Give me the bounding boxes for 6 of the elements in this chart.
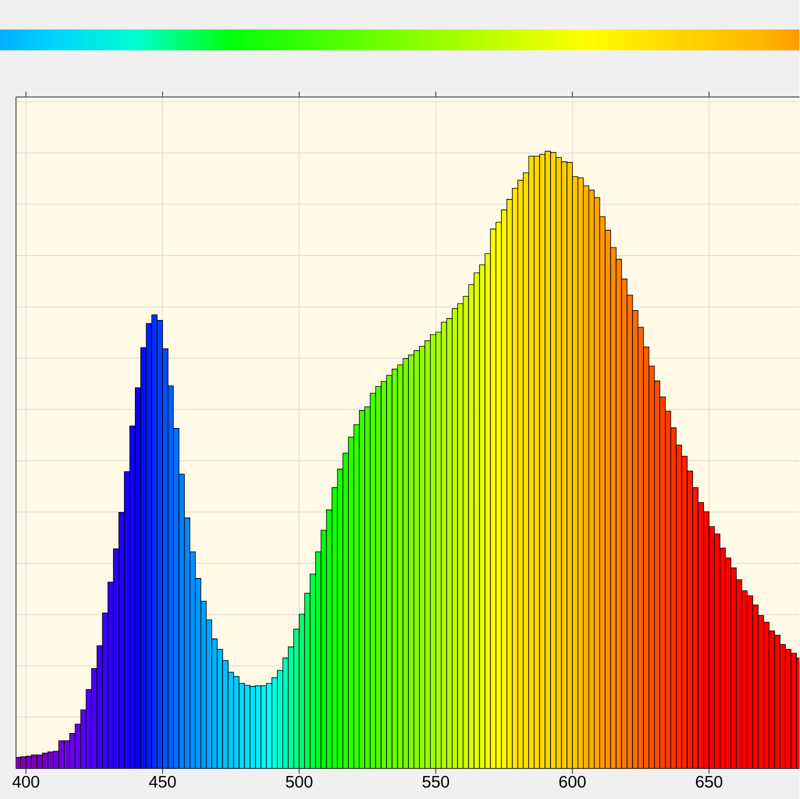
x-tick-label: 450 [149,776,176,788]
x-tick-label: 500 [286,776,312,788]
x-tick-label: 650 [696,776,722,788]
x-tick-label: 600 [559,776,586,788]
x-tick-label: 550 [422,776,450,788]
x-tick-label: 400 [12,776,40,788]
